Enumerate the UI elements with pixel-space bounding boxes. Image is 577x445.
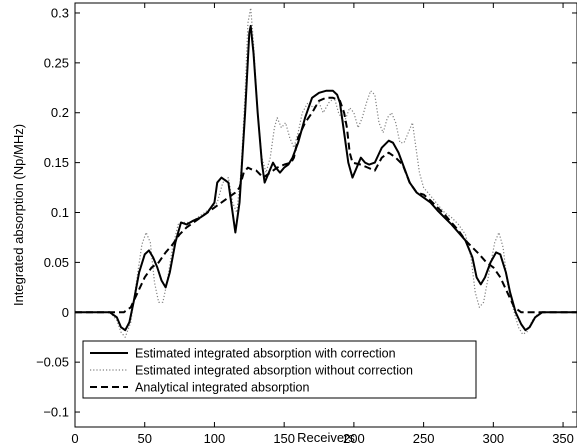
x-tick-label: 50 <box>137 431 151 445</box>
x-tick-label: 200 <box>343 431 365 445</box>
axes-box <box>74 2 577 428</box>
y-tick-label: 0.3 <box>51 5 69 20</box>
x-tick-label: 100 <box>204 431 226 445</box>
legend-box <box>82 340 477 399</box>
legend-label-3: Analytical integrated absorption <box>135 381 309 395</box>
legend-label-1: Estimated integrated absorption with cor… <box>135 347 396 361</box>
y-tick-label: 0.25 <box>44 55 69 70</box>
x-tick-label: 150 <box>273 431 295 445</box>
series-layer <box>75 7 577 338</box>
ticks-layer: 0 50 100 150 200 250 300 350 −0.1 −0.05 0 0.05 0.1 0.… <box>36 3 577 445</box>
y-tick-label: 0.05 <box>44 255 69 270</box>
y-tick-label: 0 <box>62 305 69 320</box>
y-tick-label: −0.1 <box>43 405 69 420</box>
y-tick-label: 0.1 <box>51 205 69 220</box>
legend: Estimated integrated absorption with cor… <box>82 340 477 399</box>
plot-area <box>75 7 577 338</box>
series-line-3 <box>75 96 577 314</box>
x-axis-label: Receivers <box>297 430 355 445</box>
y-tick-label: 0.15 <box>44 155 69 170</box>
x-tick-label: 300 <box>482 431 504 445</box>
y-tick-label: 0.2 <box>51 105 69 120</box>
x-tick-label: 250 <box>413 431 435 445</box>
series-line-1 <box>75 24 577 332</box>
x-tick-label: 0 <box>71 431 78 445</box>
legend-label-2: Estimated integrated absorption without … <box>135 364 413 378</box>
x-tick-label: 350 <box>552 431 574 445</box>
y-axis-label: Integrated absorption (Np/MHz) <box>11 124 26 306</box>
y-tick-label: −0.05 <box>36 355 69 370</box>
